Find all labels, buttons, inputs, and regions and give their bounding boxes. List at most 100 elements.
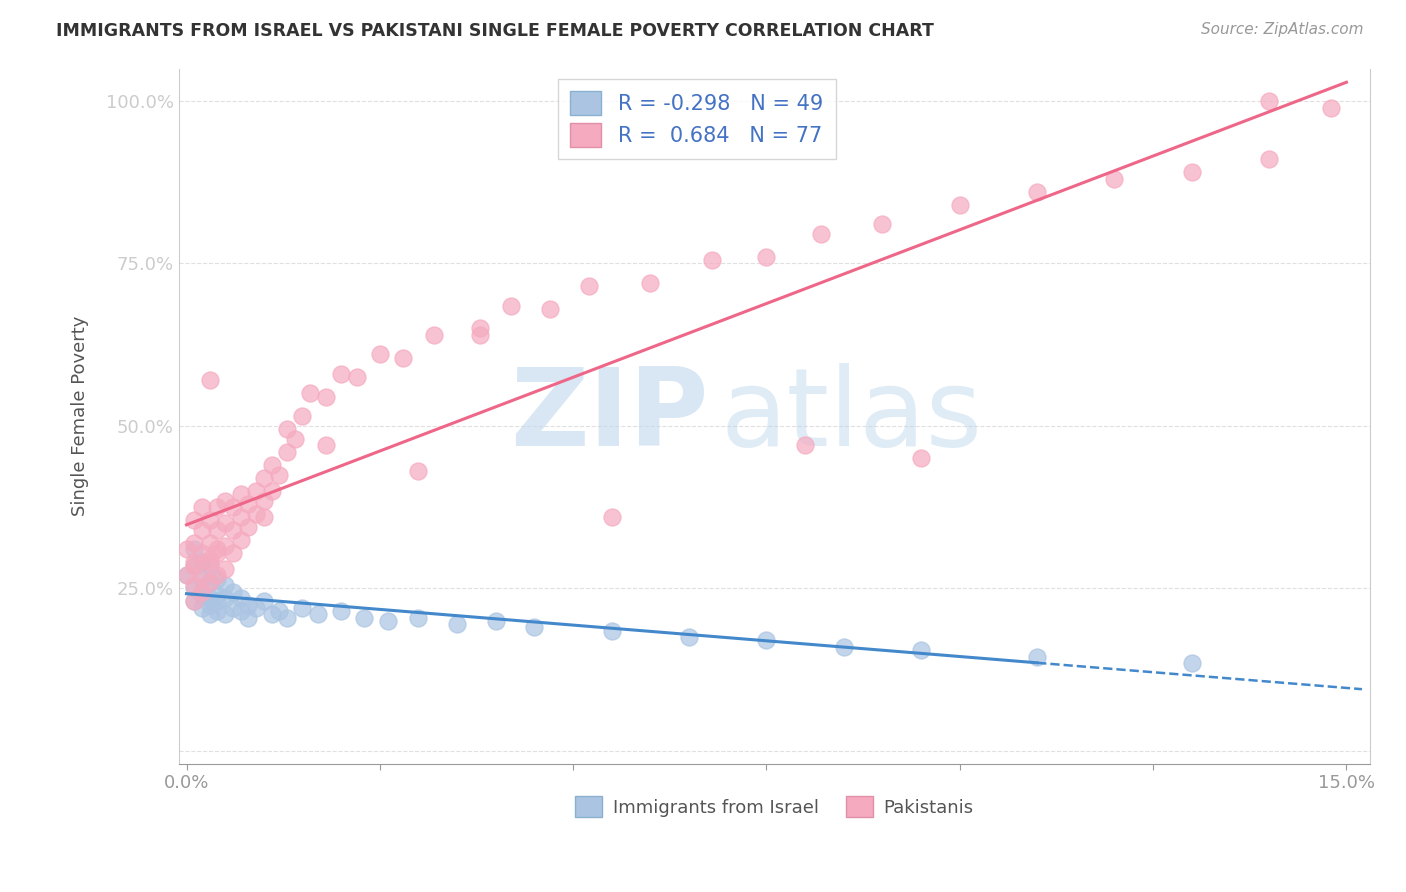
Point xyxy=(191,588,214,602)
Point xyxy=(183,582,205,596)
Point xyxy=(640,276,662,290)
Point xyxy=(755,633,778,648)
Point xyxy=(214,539,236,553)
Point xyxy=(276,445,298,459)
Point xyxy=(276,422,298,436)
Point xyxy=(214,578,236,592)
Point xyxy=(229,487,252,501)
Point xyxy=(222,523,245,537)
Point xyxy=(183,578,205,592)
Point xyxy=(176,568,198,582)
Point xyxy=(207,588,229,602)
Point xyxy=(183,542,205,557)
Point xyxy=(408,610,430,624)
Point xyxy=(238,519,260,533)
Point xyxy=(702,253,724,268)
Text: ZIP: ZIP xyxy=(510,363,709,469)
Point xyxy=(910,451,932,466)
Point xyxy=(330,604,353,618)
Point xyxy=(1104,172,1126,186)
Point xyxy=(222,600,245,615)
Point xyxy=(176,542,198,557)
Point xyxy=(260,607,283,622)
Point xyxy=(183,513,205,527)
Point xyxy=(600,624,623,638)
Point xyxy=(198,607,221,622)
Point xyxy=(368,347,391,361)
Point xyxy=(408,464,430,478)
Point xyxy=(207,500,229,515)
Point xyxy=(207,594,229,608)
Point xyxy=(330,367,353,381)
Point xyxy=(198,591,221,606)
Point xyxy=(183,536,205,550)
Point xyxy=(307,607,329,622)
Point xyxy=(392,351,415,365)
Point xyxy=(315,390,337,404)
Point xyxy=(191,568,214,582)
Point xyxy=(523,620,546,634)
Point xyxy=(183,555,205,569)
Point xyxy=(229,591,252,606)
Point xyxy=(284,432,307,446)
Point xyxy=(207,546,229,560)
Point xyxy=(207,604,229,618)
Point xyxy=(538,301,561,316)
Point xyxy=(470,321,492,335)
Point xyxy=(1258,94,1281,108)
Point xyxy=(214,562,236,576)
Point xyxy=(238,598,260,612)
Point xyxy=(291,600,314,615)
Point xyxy=(198,552,221,566)
Point xyxy=(222,500,245,515)
Point xyxy=(238,497,260,511)
Text: IMMIGRANTS FROM ISRAEL VS PAKISTANI SINGLE FEMALE POVERTY CORRELATION CHART: IMMIGRANTS FROM ISRAEL VS PAKISTANI SING… xyxy=(56,22,934,40)
Point xyxy=(253,471,276,485)
Point xyxy=(269,604,291,618)
Point xyxy=(198,574,221,589)
Point xyxy=(191,555,214,569)
Text: Source: ZipAtlas.com: Source: ZipAtlas.com xyxy=(1201,22,1364,37)
Point xyxy=(198,555,221,569)
Point xyxy=(600,509,623,524)
Point xyxy=(253,509,276,524)
Point xyxy=(207,568,229,582)
Point xyxy=(191,584,214,599)
Point xyxy=(198,536,221,550)
Point xyxy=(191,600,214,615)
Point xyxy=(183,594,205,608)
Point xyxy=(176,568,198,582)
Point xyxy=(191,584,214,599)
Point xyxy=(446,617,468,632)
Point xyxy=(229,533,252,547)
Point xyxy=(810,227,832,242)
Point xyxy=(794,438,817,452)
Point xyxy=(501,299,523,313)
Point xyxy=(910,643,932,657)
Point xyxy=(207,542,229,557)
Point xyxy=(253,493,276,508)
Text: atlas: atlas xyxy=(721,363,983,469)
Point xyxy=(214,591,236,606)
Point xyxy=(346,370,368,384)
Point xyxy=(1320,101,1343,115)
Point xyxy=(207,572,229,586)
Point xyxy=(578,279,600,293)
Point xyxy=(291,409,314,424)
Point xyxy=(238,610,260,624)
Point xyxy=(1026,649,1049,664)
Point xyxy=(245,483,267,498)
Point xyxy=(276,610,298,624)
Point xyxy=(253,594,276,608)
Point xyxy=(678,630,700,644)
Point xyxy=(191,523,214,537)
Point xyxy=(470,327,492,342)
Point xyxy=(222,546,245,560)
Point xyxy=(214,607,236,622)
Point xyxy=(1181,165,1204,179)
Point xyxy=(1181,656,1204,670)
Y-axis label: Single Female Poverty: Single Female Poverty xyxy=(72,316,89,516)
Point xyxy=(260,458,283,472)
Point xyxy=(198,558,221,573)
Point xyxy=(183,558,205,573)
